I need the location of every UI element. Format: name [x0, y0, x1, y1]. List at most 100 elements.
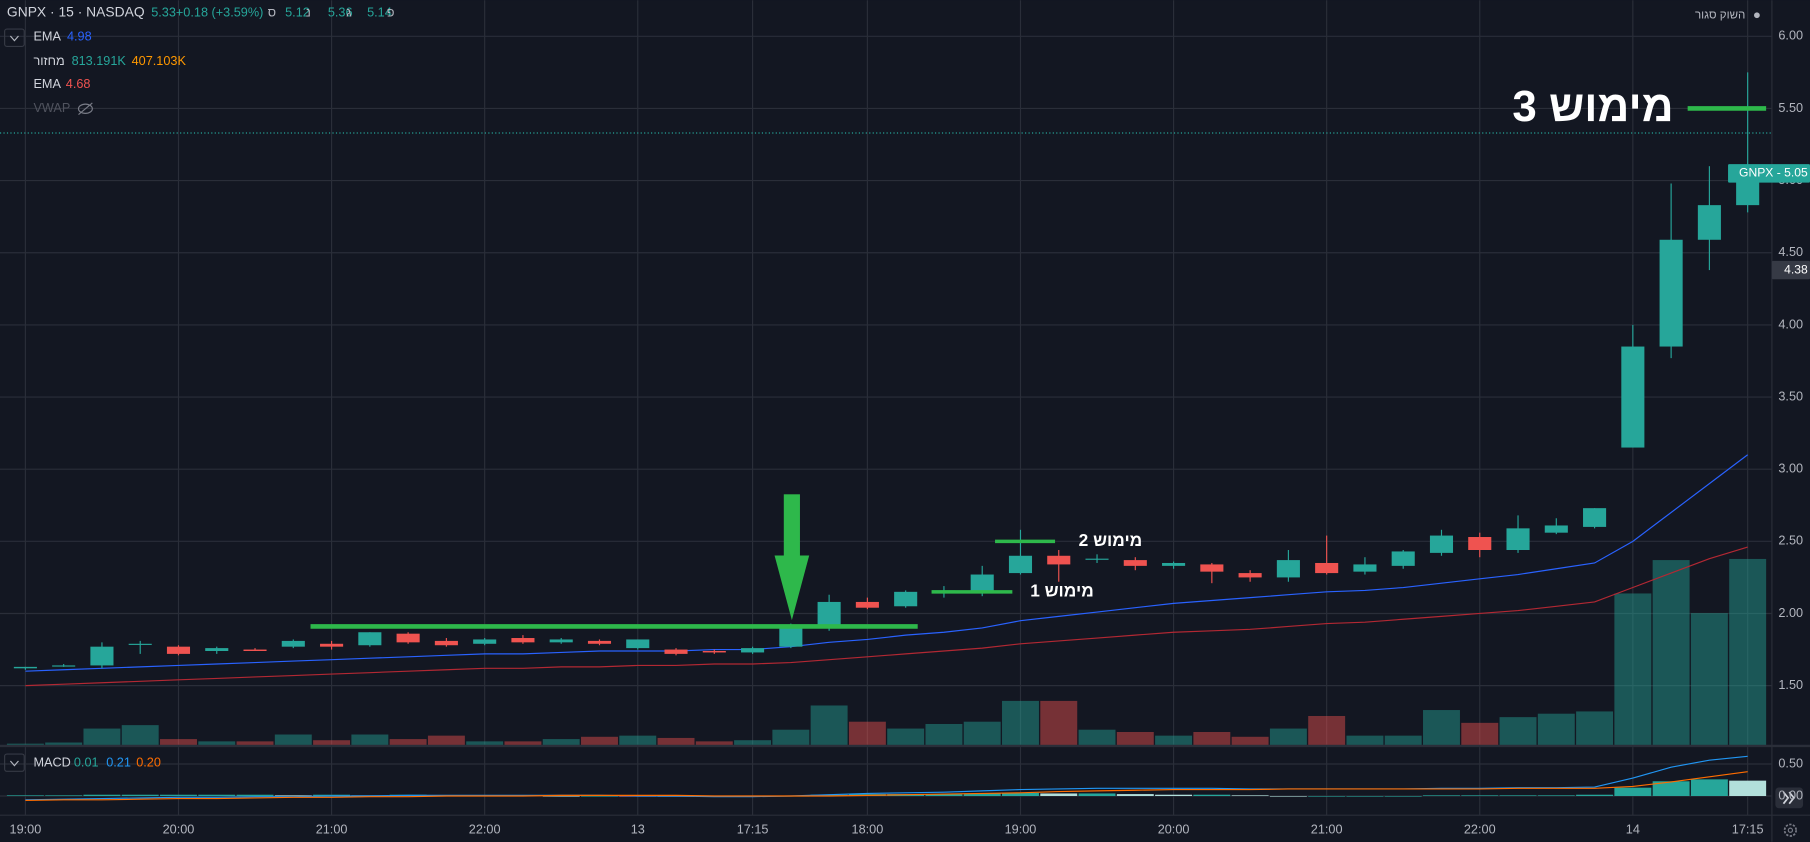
candle-body [1238, 573, 1262, 578]
market-status: השוק סגור [1695, 9, 1745, 21]
volume-bar [887, 728, 925, 745]
volume-bar [619, 735, 657, 745]
volume-bar [810, 705, 848, 745]
volume-bar [1576, 711, 1614, 745]
collapse-button[interactable] [4, 28, 25, 47]
price-tag [1771, 260, 1810, 280]
macd-value: 0.20 [136, 756, 161, 770]
volume-bar [925, 723, 963, 745]
volume-bar [1537, 713, 1575, 745]
indicator-value: 813.191K [72, 54, 127, 68]
candle-body [970, 574, 994, 594]
candle-body [1162, 562, 1186, 566]
macd-tick-label: 0.00 [1778, 788, 1803, 802]
macd-histogram-bar [1155, 794, 1193, 797]
candle-body [52, 665, 76, 667]
macd-histogram-bar [1040, 793, 1078, 797]
arrow-head [774, 555, 810, 621]
candle-body [1276, 560, 1300, 578]
y-tick-label: 5.50 [1778, 101, 1803, 115]
macd-value: 0.01 [74, 756, 99, 770]
macd-histogram-bar [160, 794, 197, 797]
macd-histogram-bar [1690, 779, 1728, 797]
quote-item: ג [346, 5, 352, 19]
chevron-icon [9, 35, 19, 42]
candle-body [1697, 205, 1721, 240]
candle-body [166, 646, 191, 654]
macd-histogram-bar [83, 794, 121, 797]
settings-button[interactable] [1783, 823, 1798, 837]
macd-histogram-bar [1576, 794, 1614, 797]
y-tick-label: 2.00 [1778, 606, 1803, 620]
x-tick-label: 19:00 [10, 823, 42, 837]
macd-histogram-bar [1116, 794, 1154, 797]
macd-histogram-bar [1308, 796, 1346, 797]
macd-histogram-bar [1461, 795, 1499, 797]
candle-body [1008, 555, 1033, 574]
macd-histogram-bar [1346, 796, 1384, 797]
candle-body [855, 601, 879, 608]
y-tick-label: 4.00 [1778, 317, 1803, 331]
price-tag-label: 4.38 [1784, 262, 1808, 276]
scroll-button[interactable] [1775, 787, 1804, 809]
macd-histogram-bar [45, 795, 83, 797]
volume-bar [542, 739, 580, 745]
volume-bar [274, 734, 312, 745]
quote-item: 5.33+0.18 (+3.59%) [151, 5, 263, 19]
target-label: מימוש 3 [1512, 82, 1673, 131]
volume-bar [1729, 558, 1767, 745]
status-dot [1754, 12, 1760, 19]
hidden-eye-icon[interactable] [77, 102, 93, 115]
candle-body [473, 639, 497, 644]
macd-histogram-bar [581, 796, 618, 797]
x-tick-label: 19:00 [1005, 823, 1037, 837]
macd-histogram-bar [6, 795, 44, 797]
target-label: מימוש 1 [1030, 580, 1094, 600]
candle-body [1391, 551, 1415, 566]
volume-bar [1384, 735, 1422, 745]
x-tick-label: 17:15 [737, 823, 769, 837]
candle-body [587, 640, 612, 644]
volume-bar [657, 737, 695, 745]
macd-collapse-button[interactable] [4, 753, 25, 772]
eye [77, 103, 93, 114]
volume-bar [313, 740, 351, 745]
volume-bar [198, 741, 236, 745]
candle-body [741, 648, 765, 653]
volume-bar [236, 741, 274, 745]
gear [1783, 823, 1798, 837]
quote-line: 5.33+0.18 (+3.59%) ס 5.12נ 5.36ג 5.14פ [151, 5, 394, 19]
volume-bar [695, 741, 733, 745]
macd-histogram-bar [1537, 795, 1575, 797]
candle-body [1353, 564, 1377, 572]
quote-item: ס [268, 5, 276, 19]
macd-histogram-bar [1614, 787, 1652, 797]
candle-body [1085, 558, 1109, 560]
y-tick-label: 2.50 [1778, 534, 1803, 548]
quote-item: 5.12 [285, 5, 310, 19]
indicator-name: VWAP [33, 101, 70, 115]
candle-body [626, 639, 650, 649]
target-label: מימוש 2 [1079, 530, 1143, 550]
x-tick-label: 13 [631, 823, 645, 837]
quote-item: נ [306, 5, 311, 19]
x-tick-label: 18:00 [852, 823, 884, 837]
volume-bar [1614, 593, 1652, 745]
ema-line [25, 454, 1749, 672]
volume-bar [427, 735, 465, 745]
volume-bar [351, 734, 389, 745]
indicator-name: EMA [33, 30, 61, 44]
scroll-button-bg [1775, 787, 1804, 809]
volume-bar [1308, 715, 1346, 745]
macd-histogram-bar [1729, 780, 1767, 797]
volume-bar [504, 741, 542, 745]
candle-body [549, 639, 573, 643]
volume-bar [466, 741, 504, 745]
volume-bar [6, 743, 44, 745]
ema-line [25, 546, 1748, 687]
symbol-title: GNPX · 15 · NASDAQ [7, 4, 145, 20]
macd-histogram-bar [810, 794, 848, 797]
volume-bar [734, 740, 772, 745]
